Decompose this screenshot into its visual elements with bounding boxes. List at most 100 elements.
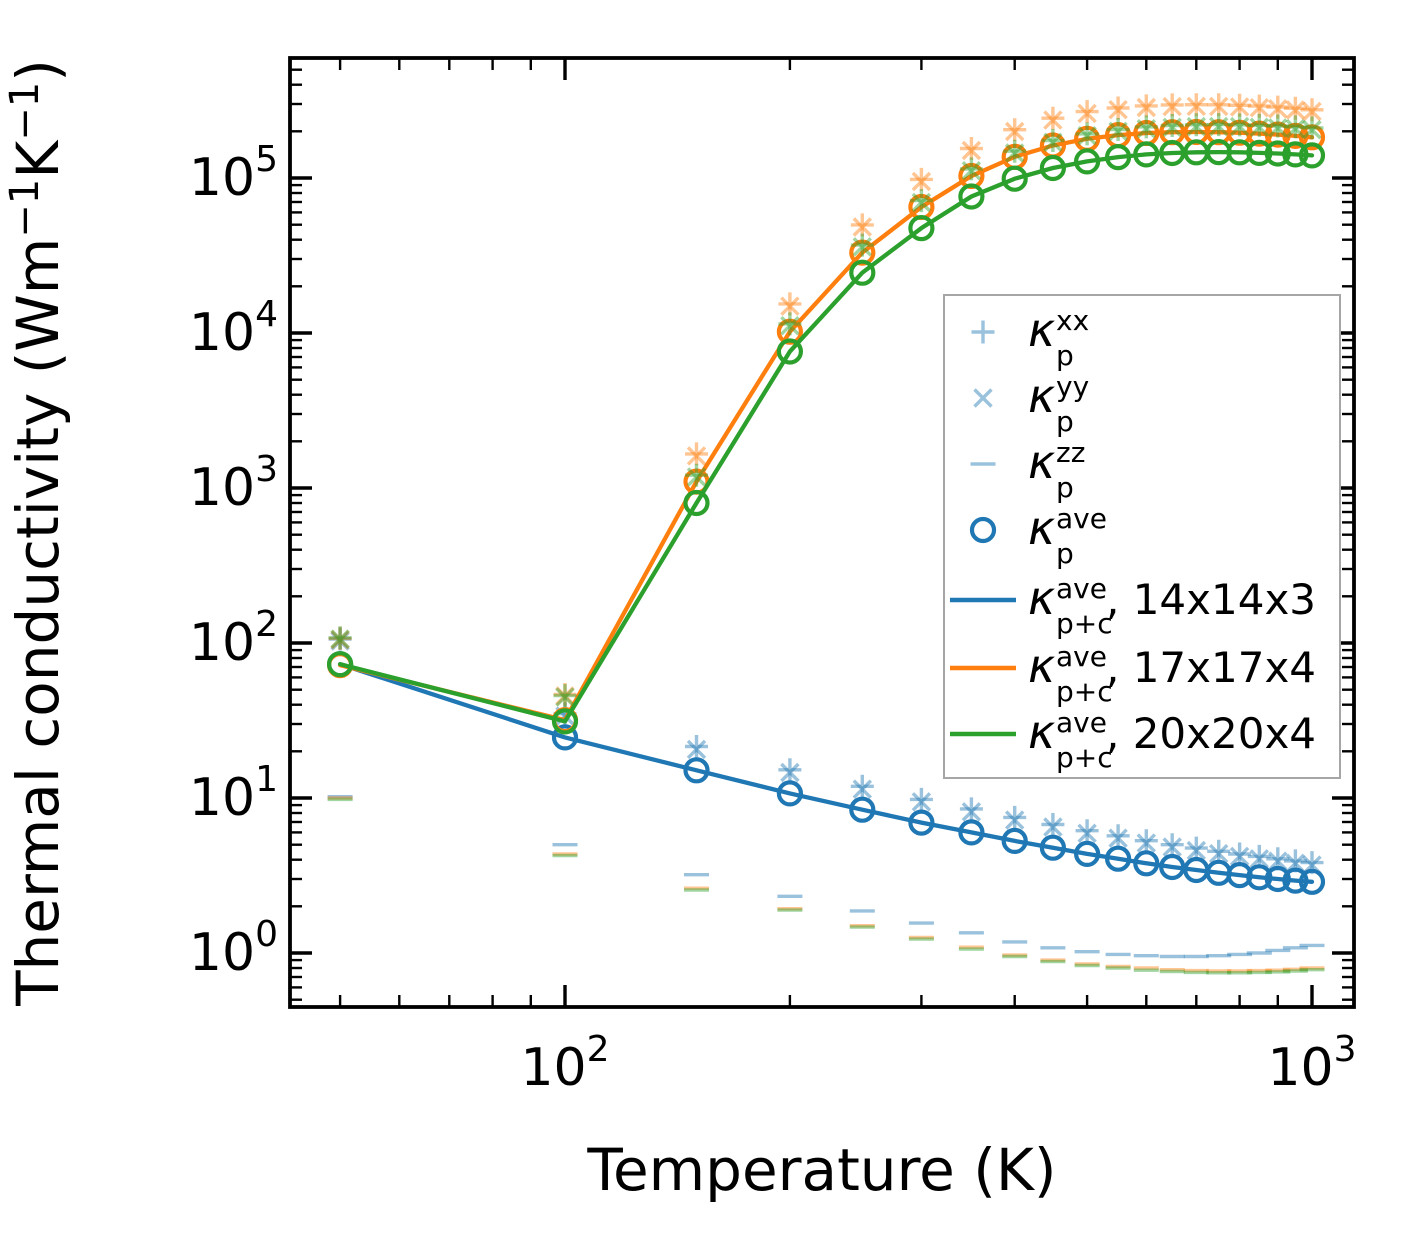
plus-marker (1106, 118, 1130, 141)
legend-subscript: p (1056, 339, 1074, 372)
legend-superscript: ave (1056, 706, 1107, 739)
circle-marker (683, 757, 710, 784)
x-marker (1162, 96, 1182, 117)
x-marker (1043, 110, 1063, 130)
plus-marker (1283, 115, 1307, 139)
circle-marker (908, 215, 935, 242)
plus-marker (685, 735, 708, 758)
circle-marker (1246, 864, 1273, 891)
plus-marker (1003, 118, 1027, 142)
plot-series (327, 93, 1326, 975)
x-axis-title: Temperature (K) (586, 1136, 1056, 1204)
legend-entry-text: , 14x14x3 (1106, 575, 1316, 624)
x-marker (1186, 116, 1207, 137)
x-marker (1004, 121, 1025, 142)
x-marker (1043, 817, 1063, 837)
plot-frame (288, 56, 1356, 1009)
x-marker (1302, 119, 1322, 140)
x-marker (686, 446, 707, 466)
circle-marker (1246, 120, 1273, 147)
y-axis-title: Thermal conductivity (Wm−1K−1) (2, 59, 72, 1007)
plus-marker (553, 683, 577, 706)
legend-kappa: κ (1028, 571, 1055, 625)
plus-marker (1283, 96, 1307, 120)
legend-superscript: xx (1056, 304, 1089, 337)
x-tick-label-10e2: 102 (520, 1029, 609, 1098)
plus-marker (778, 312, 802, 336)
plus-marker (909, 167, 933, 191)
legend-entry-kp_zz_14: κ zzp (970, 435, 1085, 504)
plus-marker (685, 442, 708, 466)
x-marker (1004, 810, 1025, 830)
circle-marker (683, 489, 710, 517)
circle-marker (1133, 850, 1160, 877)
x-marker (330, 629, 350, 649)
legend-subscript: p (1056, 405, 1074, 438)
x-marker (330, 631, 350, 651)
series-kp_zz_14 (327, 795, 1325, 959)
legend-kappa: κ (1028, 501, 1055, 555)
legend-subscript: p (1056, 537, 1074, 570)
x-marker (1108, 828, 1128, 848)
plus-marker (909, 787, 933, 811)
series-kp_yy_20 (330, 116, 1322, 707)
x-marker (1108, 99, 1128, 120)
y-tick-label-10e0: 100 (189, 914, 278, 983)
plus-marker (1247, 94, 1271, 118)
x-marker (1043, 132, 1063, 153)
x-marker (961, 160, 982, 181)
x-marker (1136, 97, 1157, 118)
x-marker (961, 140, 982, 161)
x-marker (911, 192, 932, 213)
x-marker (1208, 96, 1229, 117)
series-kp_ave_20 (327, 139, 1326, 735)
legend-box (943, 294, 1341, 779)
x-tick-labels: 102 103 (520, 1029, 1356, 1098)
circle-marker (1298, 868, 1326, 895)
y-tick-label-10e4: 104 (189, 294, 278, 363)
plus-marker (1134, 115, 1158, 139)
circle-marker (1226, 139, 1253, 166)
plus-marker (959, 797, 983, 821)
plus-marker (1041, 106, 1065, 130)
circle-marker (551, 708, 579, 735)
line-kpc_ave_20 (337, 149, 1315, 724)
plus-marker (959, 137, 983, 160)
circle-marker (1104, 845, 1132, 872)
plus-marker (1003, 805, 1027, 829)
x-marker (1004, 143, 1025, 163)
plus-marker (1300, 116, 1324, 140)
plus-marker (1228, 842, 1252, 866)
legend-entry-kp_xx_14: κ xxp (971, 303, 1089, 372)
legend-plus-marker (971, 320, 995, 344)
circle-marker (1264, 865, 1291, 893)
circle-marker (958, 819, 985, 846)
legend-subscript: p (1056, 471, 1074, 504)
circle-marker (1039, 834, 1067, 861)
legend-kappa: κ (1028, 369, 1055, 423)
x-marker (1285, 100, 1306, 120)
x-marker (1108, 121, 1128, 142)
legend-superscript: ave (1056, 502, 1107, 535)
plus-marker (1247, 113, 1271, 137)
y-tick-label-10e3: 103 (189, 449, 278, 518)
legend-subscript: p+c (1056, 741, 1113, 774)
plus-marker (685, 463, 708, 487)
line-kpc_ave_17 (337, 129, 1315, 723)
circle-marker (1282, 141, 1309, 168)
x-marker (555, 686, 575, 706)
circle-marker (1159, 853, 1186, 881)
y-tick-labels: 100 101 102 103 104 105 (189, 139, 278, 983)
axis-ticks (290, 58, 1354, 1007)
plus-marker (850, 213, 874, 237)
plus-marker (1266, 114, 1290, 138)
x-marker (1249, 97, 1270, 118)
x-marker (1208, 843, 1229, 864)
legend-entry-text: , 20x20x4 (1106, 709, 1316, 758)
plus-marker (778, 758, 802, 782)
series-kp_xx_20 (328, 113, 1324, 708)
x-marker (1077, 823, 1097, 844)
